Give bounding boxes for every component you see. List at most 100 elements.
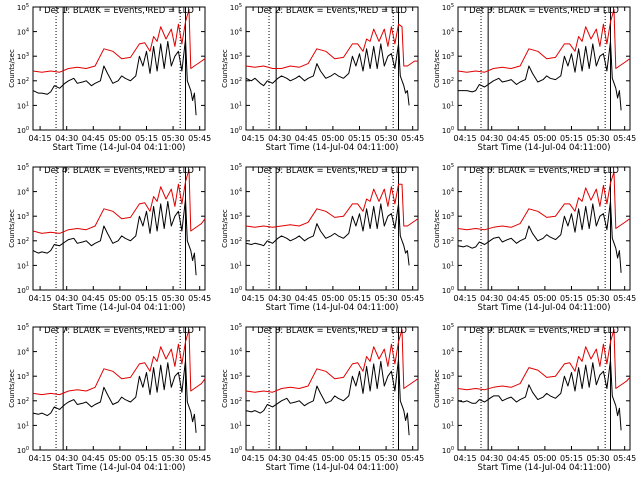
x-tick-label: 04:30: [55, 294, 78, 303]
x-tick-label: 04:45: [507, 454, 530, 463]
y-tick-label: 103: [17, 212, 29, 221]
plot-frame: [457, 6, 631, 131]
x-tick-label: 04:30: [55, 454, 78, 463]
y-tick-label: 105: [442, 323, 454, 332]
x-tick-label: 05:15: [135, 294, 158, 303]
y-tick-label: 100: [17, 126, 29, 135]
x-tick-label: 04:15: [29, 294, 52, 303]
x-tick-label: 04:30: [480, 454, 503, 463]
y-tick-label: 102: [230, 397, 242, 406]
panel-title: Det 4: BLACK = Events, RED = LLD: [44, 166, 194, 176]
y-tick-label: 102: [442, 397, 454, 406]
x-tick-label: 04:45: [295, 454, 318, 463]
x-tick-label: 04:15: [242, 294, 265, 303]
x-tick-label: 04:45: [82, 134, 105, 143]
x-tick-label: 04:30: [480, 134, 503, 143]
x-axis-label: Start Time (14-Jul-04 04:11:00): [266, 463, 399, 473]
y-tick-label: 103: [442, 52, 454, 61]
x-axis-label: Start Time (14-Jul-04 04:11:00): [53, 303, 186, 313]
x-tick-label: 04:45: [507, 294, 530, 303]
x-tick-label: 04:15: [242, 454, 265, 463]
detector-panel: 04:15 04:30 04:45 05:00 05:15 05:30 05:45 100 10…: [8, 323, 211, 473]
x-tick-label: 04:30: [55, 134, 78, 143]
plot-frame: [32, 6, 206, 131]
x-tick-label: 04:45: [507, 134, 530, 143]
y-tick-label: 100: [230, 126, 242, 135]
y-tick-label: 101: [230, 261, 242, 270]
x-tick-label: 04:15: [454, 134, 477, 143]
y-tick-label: 102: [230, 237, 242, 246]
detector-panel: 04:15 04:30 04:45 05:00 05:15 05:30 05:45 100 10…: [8, 3, 211, 153]
panel-title: Det 6: BLACK = Events, RED = LLD: [469, 166, 619, 176]
panel-title: Det 5: BLACK = Events, RED = LLD: [257, 166, 407, 176]
x-tick-label: 05:45: [613, 294, 636, 303]
x-tick-label: 05:30: [162, 294, 185, 303]
detector-panel: 04:15 04:30 04:45 05:00 05:15 05:30 05:45 100 10…: [221, 163, 424, 313]
plot-frame: [457, 326, 631, 451]
detector-panel: 04:15 04:30 04:45 05:00 05:15 05:30 05:45 100 10…: [221, 323, 424, 473]
y-tick-label: 101: [17, 101, 29, 110]
x-tick-label: 05:15: [348, 134, 371, 143]
panel-title: Det 3: BLACK = Events, RED = LLD: [469, 6, 619, 16]
events-series-line: [32, 198, 197, 276]
x-tick-label: 05:45: [401, 454, 424, 463]
y-tick-label: 105: [230, 163, 242, 172]
y-axis-label: Counts/sec: [8, 49, 16, 88]
y-tick-label: 100: [17, 446, 29, 455]
events-series-line: [457, 359, 622, 431]
y-tick-label: 100: [442, 446, 454, 455]
x-tick-label: 05:45: [188, 454, 211, 463]
y-tick-label: 103: [230, 212, 242, 221]
panel-title: Det 1: BLACK = Events, RED = LLD: [44, 6, 194, 16]
y-tick-label: 104: [17, 348, 29, 357]
x-tick-label: 05:30: [375, 134, 398, 143]
events-series-line: [245, 43, 410, 106]
y-tick-label: 103: [230, 372, 242, 381]
x-tick-label: 05:00: [108, 294, 131, 303]
x-tick-label: 05:00: [108, 454, 131, 463]
detector-panel: 04:15 04:30 04:45 05:00 05:15 05:30 05:45 100 10…: [221, 3, 424, 153]
y-tick-label: 103: [442, 372, 454, 381]
y-tick-label: 102: [230, 77, 242, 86]
x-tick-label: 04:15: [454, 454, 477, 463]
detector-panel: 04:15 04:30 04:45 05:00 05:15 05:30 05:45 100 10…: [8, 163, 211, 313]
x-tick-label: 04:30: [268, 454, 291, 463]
y-tick-label: 105: [230, 3, 242, 12]
y-tick-label: 101: [442, 421, 454, 430]
y-tick-label: 100: [17, 286, 29, 295]
y-tick-label: 102: [17, 77, 29, 86]
y-tick-label: 105: [17, 323, 29, 332]
x-tick-label: 04:15: [29, 454, 52, 463]
y-tick-label: 105: [442, 3, 454, 12]
y-tick-label: 105: [17, 163, 29, 172]
y-tick-label: 102: [17, 397, 29, 406]
y-tick-label: 102: [442, 237, 454, 246]
x-tick-label: 05:15: [560, 134, 583, 143]
x-tick-label: 05:30: [587, 454, 610, 463]
lld-series-line: [32, 329, 206, 396]
x-tick-label: 04:45: [82, 454, 105, 463]
y-axis-label: Counts/sec: [221, 49, 229, 88]
y-tick-label: 105: [442, 163, 454, 172]
y-tick-label: 101: [442, 261, 454, 270]
y-axis-label: Counts/sec: [433, 369, 441, 408]
y-axis-label: Counts/sec: [8, 369, 16, 408]
y-axis-label: Counts/sec: [221, 209, 229, 248]
x-tick-label: 05:00: [533, 454, 556, 463]
x-tick-label: 05:00: [108, 134, 131, 143]
y-tick-label: 103: [17, 372, 29, 381]
plot-frame: [245, 326, 419, 451]
x-tick-label: 05:30: [375, 294, 398, 303]
plot-frame: [457, 166, 631, 291]
panel-title: Det 2: BLACK = Events, RED = LLD: [257, 6, 407, 16]
x-tick-label: 05:30: [162, 134, 185, 143]
y-tick-label: 101: [230, 421, 242, 430]
panel-title: Det 7: BLACK = Events, RED = LLD: [44, 326, 194, 336]
x-tick-label: 05:00: [321, 454, 344, 463]
plot-frame: [245, 166, 419, 291]
x-tick-label: 05:30: [162, 454, 185, 463]
lld-series-line: [457, 9, 631, 73]
lld-series-line: [245, 23, 418, 69]
y-tick-label: 104: [230, 188, 242, 197]
